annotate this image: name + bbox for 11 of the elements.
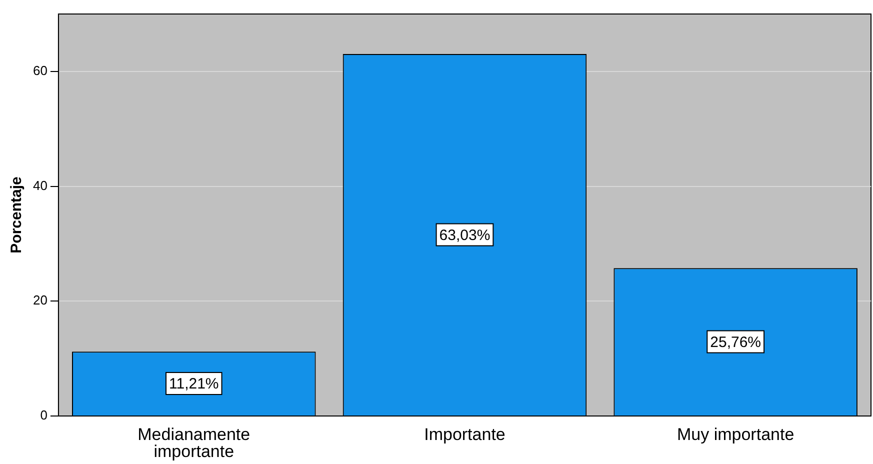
y-tick-label: 20	[32, 292, 48, 308]
data-label: 11,21%	[169, 376, 219, 393]
x-tick-label: Medianamente importante	[138, 425, 250, 462]
x-tick-label: Muy importante	[676, 425, 794, 444]
y-tick-label: 0	[40, 408, 48, 423]
x-tick-label: Importante	[424, 425, 506, 444]
y-axis-title: Porcentaje	[8, 176, 26, 254]
data-label: 25,76%	[710, 334, 762, 351]
y-tick-label: 40	[32, 178, 48, 193]
data-label: 63,03%	[439, 226, 490, 244]
y-tick-label: 60	[32, 63, 48, 78]
